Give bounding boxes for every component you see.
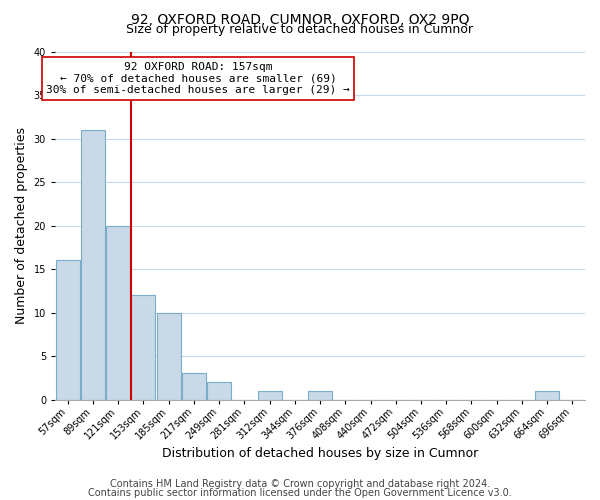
Text: Size of property relative to detached houses in Cumnor: Size of property relative to detached ho… [127,22,473,36]
Bar [535,391,559,400]
Bar [207,382,231,400]
Bar [106,226,130,400]
Bar [308,391,332,400]
Bar [182,374,206,400]
Bar [131,295,155,400]
Y-axis label: Number of detached properties: Number of detached properties [15,127,28,324]
Bar [81,130,105,400]
Text: 92, OXFORD ROAD, CUMNOR, OXFORD, OX2 9PQ: 92, OXFORD ROAD, CUMNOR, OXFORD, OX2 9PQ [131,12,469,26]
Bar [56,260,80,400]
Text: 92 OXFORD ROAD: 157sqm
← 70% of detached houses are smaller (69)
30% of semi-det: 92 OXFORD ROAD: 157sqm ← 70% of detached… [46,62,350,95]
Text: Contains public sector information licensed under the Open Government Licence v3: Contains public sector information licen… [88,488,512,498]
Bar [257,391,281,400]
Text: Contains HM Land Registry data © Crown copyright and database right 2024.: Contains HM Land Registry data © Crown c… [110,479,490,489]
Bar [157,312,181,400]
X-axis label: Distribution of detached houses by size in Cumnor: Distribution of detached houses by size … [162,447,478,460]
